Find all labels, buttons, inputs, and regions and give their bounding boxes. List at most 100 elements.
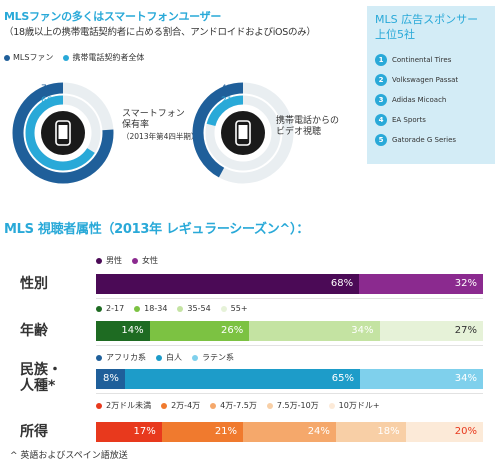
legend-swatch — [96, 305, 102, 312]
legend-item: 10万ドル+ — [328, 400, 380, 411]
sponsor-item: 1 Continental Tires — [375, 50, 487, 70]
legend-label: 10万ドル+ — [338, 401, 380, 410]
donut-label-line: 保有率 — [122, 120, 150, 130]
legend-label: 2万-4万 — [171, 401, 201, 410]
row-label-line: 民族・ — [20, 362, 62, 378]
smartphone-title: MLSファンの多くはスマートフォンユーザー — [4, 10, 222, 23]
legend-swatch — [192, 354, 198, 361]
legend-item: アフリカ系 — [96, 352, 146, 363]
phone-screen-icon — [58, 125, 68, 139]
bar-segment: 14% — [96, 321, 150, 341]
donut-arc — [25, 95, 101, 171]
bar-value-label: 14% — [121, 325, 144, 336]
sponsor-item: 4 EA Sports — [375, 110, 487, 130]
legend-label: 4万-7.5万 — [220, 401, 257, 410]
donut-arc — [205, 95, 281, 171]
legend-label: 35-54 — [187, 304, 211, 313]
divider — [96, 345, 483, 346]
legend-label-all-subscribers: 携帯電話契約者全体 — [72, 53, 145, 62]
bar-value-label: 24% — [307, 426, 330, 437]
donut-label-line: ビデオ視聴 — [276, 127, 322, 137]
gender-legend: 男性 女性 — [96, 255, 158, 266]
bar-segment: 21% — [161, 422, 244, 442]
legend-label: 18-34 — [144, 304, 168, 313]
bar-segment: 20% — [405, 422, 483, 442]
bar-value-label: 34% — [351, 325, 374, 336]
legend-swatch — [266, 402, 273, 409]
phone-icon — [55, 120, 71, 146]
legend-swatch — [156, 354, 162, 361]
legend-swatch — [96, 402, 102, 409]
legend-swatch — [134, 305, 141, 312]
row-label-income: 所得 — [20, 424, 48, 440]
bar-segment: 68% — [96, 274, 360, 294]
legend-swatch — [96, 354, 102, 361]
bar-segment: 65% — [124, 369, 360, 389]
legend-label: 7.5万-10万 — [276, 401, 319, 410]
donut-label-line: 携帯電話からの — [276, 116, 340, 126]
legend-item: 18-34 — [134, 304, 167, 313]
legend-item: 白人 — [156, 352, 182, 363]
donut-arc — [12, 82, 114, 184]
divider — [96, 393, 483, 394]
legend-item-all-subscribers: 携帯電話契約者全体 — [63, 52, 144, 63]
legend-swatch-all-subscribers — [63, 54, 70, 61]
legend-swatch — [220, 305, 227, 312]
rank-badge: 1 — [375, 54, 387, 66]
sponsor-item: 5 Gatorade G Series — [375, 130, 487, 150]
bar-value-label: 34% — [454, 373, 477, 384]
legend-swatch — [161, 402, 168, 409]
sponsor-name: Adidas Micoach — [392, 96, 447, 104]
sponsor-title: MLS 広告スポンサー上位5社 — [375, 13, 479, 41]
bar-value-label: 26% — [221, 325, 244, 336]
legend-label: 男性 — [106, 256, 122, 265]
legend-label: ラテン系 — [202, 353, 234, 362]
legend-item: 2万-4万 — [161, 400, 200, 411]
legend-item-mls-fans: MLSファン — [4, 52, 53, 63]
bar-value-label: 65% — [331, 373, 354, 384]
bar-segment: 34% — [249, 321, 380, 341]
bar-value-label: 20% — [454, 426, 477, 437]
donut-chart-mobile-video: 42%21% — [192, 82, 294, 184]
donut-label-line: （2013年第4四半期） — [122, 132, 199, 141]
legend-swatch — [210, 402, 217, 409]
donut-arc — [192, 82, 294, 184]
legend-label: アフリカ系 — [106, 353, 146, 362]
legend-item: 55+ — [220, 304, 248, 313]
divider — [96, 298, 483, 299]
bar-segment: 24% — [243, 422, 336, 442]
rank-badge: 3 — [375, 94, 387, 106]
bar-value-label: 32% — [454, 278, 477, 289]
phone-icon — [235, 120, 251, 146]
phone-screen-icon — [238, 125, 248, 139]
bar-value-label: 18% — [377, 426, 400, 437]
bar-segment: 18% — [335, 422, 406, 442]
bar-segment: 34% — [360, 369, 483, 389]
legend-swatch — [177, 305, 184, 312]
legend-label: 女性 — [142, 256, 158, 265]
row-label-line: 人種* — [20, 378, 56, 394]
sponsor-name: Continental Tires — [392, 56, 452, 64]
bar-segment: 26% — [149, 321, 250, 341]
footnote: ^ 英語およびスペイン語放送 — [10, 451, 128, 461]
bar-value-label: 68% — [330, 278, 354, 289]
donut-value-label: 42% — [221, 84, 241, 94]
rank-badge: 4 — [375, 114, 387, 126]
sponsor-name: EA Sports — [392, 116, 426, 124]
donut-label-line: スマートフォン — [122, 109, 185, 119]
legend-item: 2-17 — [96, 304, 124, 313]
smartphone-legend: MLSファン 携帯電話契約者全体 — [4, 52, 144, 63]
demographics-title: MLS 視聴者属性（2013年 レギュラーシーズン^）： — [4, 222, 309, 237]
bar-age: 14% 26% 34% 27% — [96, 321, 483, 341]
legend-swatch-mls-fans — [4, 54, 10, 61]
donut-label-smartphone-ownership: スマートフォン 保有率 （2013年第4四半期） — [122, 109, 198, 142]
legend-label: 白人 — [166, 353, 182, 362]
row-label-ethnicity: 民族・ 人種* — [20, 362, 62, 394]
sponsor-item: 3 Adidas Micoach — [375, 90, 487, 110]
donut-chart-smartphone-ownership: 76%66% — [12, 82, 114, 184]
bar-value-label: 17% — [133, 426, 156, 437]
bar-income: 17% 21% 24% 18% 20% — [96, 422, 483, 442]
legend-swatch — [96, 257, 102, 264]
bar-value-label: 27% — [454, 325, 477, 336]
row-label-age: 年齢 — [20, 323, 48, 339]
